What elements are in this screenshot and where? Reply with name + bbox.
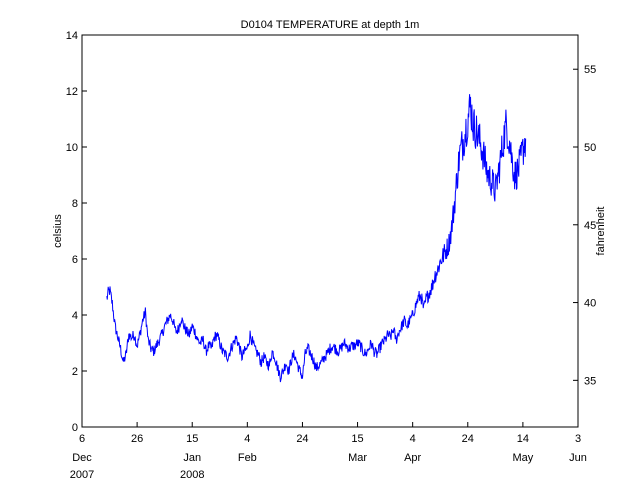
x-year-label: 2007 — [70, 469, 94, 480]
y-axis-label-left: celsius — [52, 214, 64, 248]
temperature-series-line — [106, 94, 527, 383]
x-tick-label: 24 — [462, 433, 474, 445]
x-tick-label: 6 — [79, 433, 85, 445]
x-tick-label: 3 — [575, 433, 581, 445]
x-tick-label: 4 — [244, 433, 250, 445]
x-month-label: May — [512, 452, 533, 464]
y-tick-label-right: 50 — [584, 142, 596, 154]
x-year-label: 2008 — [180, 469, 204, 480]
plot-frame — [81, 34, 579, 428]
y-tick-label-left: 10 — [66, 142, 78, 154]
x-tick-label: 26 — [131, 433, 143, 445]
y-tick-label-left: 14 — [66, 30, 78, 42]
y-tick-label-left: 8 — [72, 198, 78, 210]
y-tick-label-left: 4 — [72, 310, 78, 322]
x-month-label: Jun — [569, 452, 587, 464]
y-tick-label-left: 0 — [72, 422, 78, 434]
y-tick-label-left: 2 — [72, 366, 78, 378]
y-tick-label-right: 55 — [584, 64, 596, 76]
x-tick-label: 15 — [186, 433, 198, 445]
y-tick-label-right: 40 — [584, 298, 596, 310]
y-tick-label-right: 45 — [584, 220, 596, 232]
x-tick-label: 4 — [410, 433, 416, 445]
y-axis-label-right: fahrenheit — [595, 207, 607, 256]
y-tick-label-left: 12 — [66, 86, 78, 98]
x-month-label: Jan — [183, 452, 201, 464]
y-tick-label-right: 35 — [584, 375, 596, 387]
x-month-label: Mar — [348, 452, 367, 464]
x-tick-label: 14 — [517, 433, 529, 445]
x-month-label: Dec — [72, 452, 92, 464]
x-tick-label: 15 — [351, 433, 363, 445]
x-tick-label: 24 — [296, 433, 308, 445]
chart-title: D0104 TEMPERATURE at depth 1m — [241, 19, 420, 31]
plot-area — [106, 94, 527, 383]
x-month-label: Apr — [404, 452, 421, 464]
x-month-label: Feb — [238, 452, 257, 464]
y-tick-label-left: 6 — [72, 254, 78, 266]
